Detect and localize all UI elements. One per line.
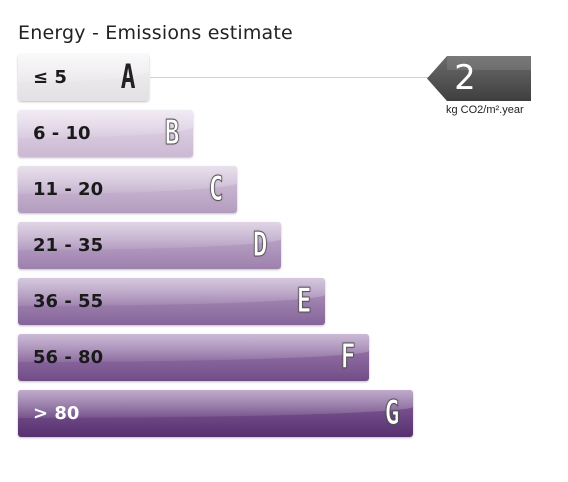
- band-f: 56 - 80 F: [18, 334, 369, 381]
- band-c: 11 - 20 C: [18, 166, 237, 213]
- band-letter: G: [384, 393, 399, 434]
- indicator-unit: kg CO2/m².year: [446, 104, 524, 116]
- emission-indicator: 2: [427, 56, 531, 101]
- band-e: 36 - 55 E: [18, 278, 325, 325]
- band-range-label: > 80: [33, 403, 80, 424]
- indicator-arrow-shape: [427, 56, 531, 101]
- band-letter: E: [296, 281, 311, 322]
- indicator-leader-line: [150, 77, 432, 78]
- page-title: Energy - Emissions estimate: [18, 22, 293, 44]
- band-range-label: 11 - 20: [33, 179, 104, 200]
- band-a: ≤ 5 A: [18, 54, 149, 101]
- band-letter: C: [208, 169, 223, 210]
- band-range-label: 6 - 10: [33, 123, 91, 144]
- band-range-label: 56 - 80: [33, 347, 104, 368]
- band-range-label: 21 - 35: [33, 235, 104, 256]
- indicator-value: 2: [454, 58, 476, 98]
- band-range-label: ≤ 5: [33, 67, 67, 88]
- band-range-label: 36 - 55: [33, 291, 104, 312]
- band-letter: B: [164, 113, 179, 154]
- band-g: > 80 G: [18, 390, 413, 437]
- band-d: 21 - 35 D: [18, 222, 281, 269]
- band-letter: D: [252, 225, 267, 266]
- band-letter: A: [120, 57, 135, 97]
- band-b: 6 - 10 B: [18, 110, 193, 157]
- band-letter: F: [340, 337, 355, 378]
